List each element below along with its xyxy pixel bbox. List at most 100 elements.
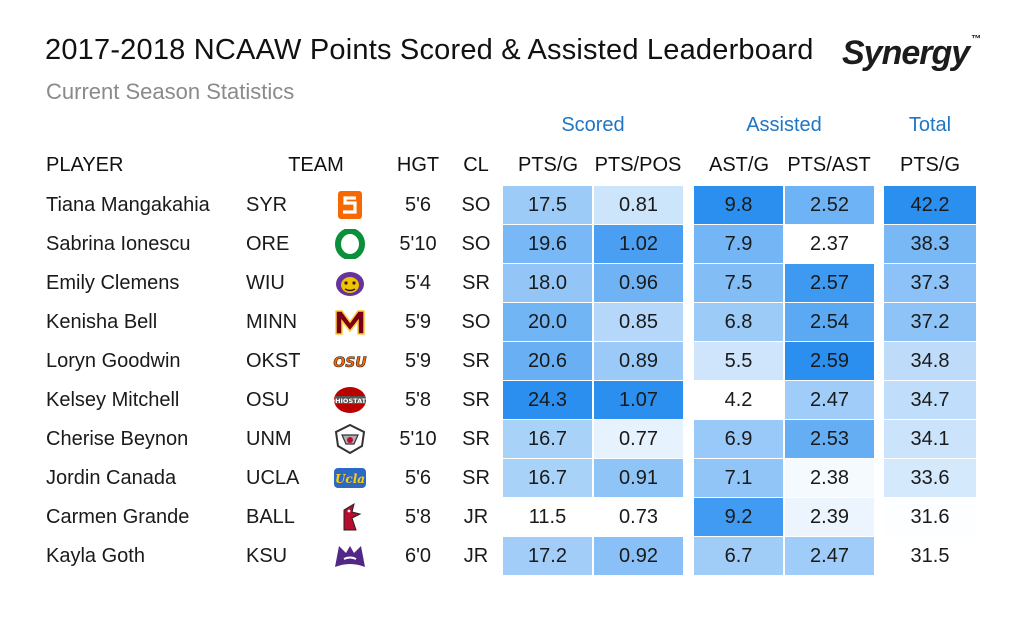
western-illinois-bulldog-logo xyxy=(332,268,368,298)
col-header-total-pts-g: PTS/G xyxy=(899,154,961,176)
minnesota-gold-m-logo xyxy=(332,307,368,337)
heatmap-cell-total: 37.3 xyxy=(884,264,976,302)
player-class: SR xyxy=(462,428,490,450)
heatmap-cell-pts-pos: 0.81 xyxy=(594,186,683,224)
heatmap-cell-pts-pos: 0.96 xyxy=(594,264,683,302)
heatmap-cell-pts-ast: 2.39 xyxy=(785,498,874,536)
player-class: JR xyxy=(463,506,489,528)
heatmap-cell-pts-ast: 2.53 xyxy=(785,420,874,458)
player-name: Kayla Goth xyxy=(46,545,145,567)
team-abbr: ORE xyxy=(246,233,290,255)
player-name: Cherise Beynon xyxy=(46,428,189,450)
heatmap-cell-ast-g: 4.2 xyxy=(694,381,783,419)
heatmap-cell-ast-g: 7.5 xyxy=(694,264,783,302)
heatmap-cell-pts-g: 24.3 xyxy=(503,381,592,419)
heatmap-cell-pts-pos: 0.85 xyxy=(594,303,683,341)
heatmap-cell-total: 31.5 xyxy=(884,537,976,575)
svg-text:OHIOSTATE: OHIOSTATE xyxy=(332,397,368,405)
heatmap-cell-pts-ast: 2.59 xyxy=(785,342,874,380)
col-header-scored-pts-g: PTS/G xyxy=(517,154,579,176)
team-abbr: WIU xyxy=(246,272,285,294)
heatmap-cell-total: 37.2 xyxy=(884,303,976,341)
new-mexico-lobo-logo xyxy=(332,424,368,454)
team-abbr: UNM xyxy=(246,428,292,450)
heatmap-cell-total: 34.7 xyxy=(884,381,976,419)
heatmap-cell-pts-g: 17.2 xyxy=(503,537,592,575)
group-header-scored: Scored xyxy=(561,114,625,136)
heatmap-cell-total: 42.2 xyxy=(884,186,976,224)
group-header-assisted: Assisted xyxy=(746,114,822,136)
heatmap-cell-pts-pos: 0.73 xyxy=(594,498,683,536)
heatmap-cell-pts-ast: 2.38 xyxy=(785,459,874,497)
heatmap-cell-total: 34.1 xyxy=(884,420,976,458)
player-height: 5'4 xyxy=(404,272,432,294)
heatmap-cell-pts-ast: 2.54 xyxy=(785,303,874,341)
player-class: SR xyxy=(462,272,490,294)
player-height: 5'10 xyxy=(399,233,437,255)
col-header-pts-ast: PTS/AST xyxy=(787,154,871,176)
player-class: SO xyxy=(461,233,491,255)
player-class: SO xyxy=(461,194,491,216)
player-height: 6'0 xyxy=(404,545,432,567)
player-height: 5'6 xyxy=(404,194,432,216)
oregon-green-o-logo xyxy=(332,229,368,259)
heatmap-cell-ast-g: 7.1 xyxy=(694,459,783,497)
team-abbr: OKST xyxy=(246,350,301,372)
col-header-team: TEAM xyxy=(288,154,344,176)
trademark-mark: ™ xyxy=(971,34,981,45)
team-abbr: BALL xyxy=(246,506,295,528)
heatmap-cell-total: 34.8 xyxy=(884,342,976,380)
heatmap-cell-ast-g: 6.8 xyxy=(694,303,783,341)
heatmap-cell-pts-g: 19.6 xyxy=(503,225,592,263)
heatmap-cell-ast-g: 6.7 xyxy=(694,537,783,575)
player-name: Carmen Grande xyxy=(46,506,190,528)
heatmap-cell-pts-pos: 0.77 xyxy=(594,420,683,458)
heatmap-cell-pts-ast: 2.37 xyxy=(785,225,874,263)
heatmap-cell-pts-g: 20.6 xyxy=(503,342,592,380)
heatmap-cell-total: 33.6 xyxy=(884,459,976,497)
player-height: 5'8 xyxy=(404,389,432,411)
player-class: SR xyxy=(462,389,490,411)
team-abbr: UCLA xyxy=(246,467,300,489)
heatmap-cell-pts-g: 11.5 xyxy=(503,498,592,536)
heatmap-cell-pts-g: 20.0 xyxy=(503,303,592,341)
col-header-pts-pos: PTS/POS xyxy=(594,154,682,176)
team-abbr: MINN xyxy=(246,311,298,333)
player-class: SR xyxy=(462,467,490,489)
heatmap-cell-total: 38.3 xyxy=(884,225,976,263)
ohio-state-block-logo: OHIOSTATE xyxy=(332,385,368,415)
player-name: Jordin Canada xyxy=(46,467,177,489)
player-name: Kenisha Bell xyxy=(46,311,158,333)
group-header-total: Total xyxy=(908,114,952,136)
chart-title: 2017-2018 NCAAW Points Scored & Assisted… xyxy=(45,34,814,66)
heatmap-cell-ast-g: 7.9 xyxy=(694,225,783,263)
heatmap-cell-pts-pos: 1.02 xyxy=(594,225,683,263)
brand-name: Synergy xyxy=(842,34,970,72)
heatmap-cell-pts-g: 18.0 xyxy=(503,264,592,302)
heatmap-cell-pts-pos: 0.92 xyxy=(594,537,683,575)
oklahoma-state-osu-logo: OSU xyxy=(332,346,368,376)
col-header-ast-g: AST/G xyxy=(708,154,770,176)
svg-text:OSU: OSU xyxy=(333,355,367,371)
team-abbr: SYR xyxy=(246,194,288,216)
player-name: Sabrina Ionescu xyxy=(46,233,191,255)
kansas-state-wildcat-logo xyxy=(332,541,368,571)
player-height: 5'9 xyxy=(404,350,432,372)
heatmap-cell-pts-ast: 2.57 xyxy=(785,264,874,302)
player-name: Tiana Mangakahia xyxy=(46,194,210,216)
heatmap-cell-total: 31.6 xyxy=(884,498,976,536)
svg-text:Ucla: Ucla xyxy=(335,472,365,486)
heatmap-cell-pts-pos: 0.91 xyxy=(594,459,683,497)
heatmap-cell-pts-g: 16.7 xyxy=(503,420,592,458)
heatmap-cell-ast-g: 9.2 xyxy=(694,498,783,536)
synergy-logo: Synergy ™ xyxy=(842,34,981,73)
syracuse-orange-s-logo xyxy=(332,190,368,220)
player-name: Emily Clemens xyxy=(46,272,180,294)
player-height: 5'8 xyxy=(404,506,432,528)
player-height: 5'9 xyxy=(404,311,432,333)
heatmap-cell-pts-ast: 2.52 xyxy=(785,186,874,224)
player-name: Loryn Goodwin xyxy=(46,350,181,372)
heatmap-cell-pts-ast: 2.47 xyxy=(785,537,874,575)
heatmap-cell-pts-pos: 1.07 xyxy=(594,381,683,419)
heatmap-cell-ast-g: 6.9 xyxy=(694,420,783,458)
